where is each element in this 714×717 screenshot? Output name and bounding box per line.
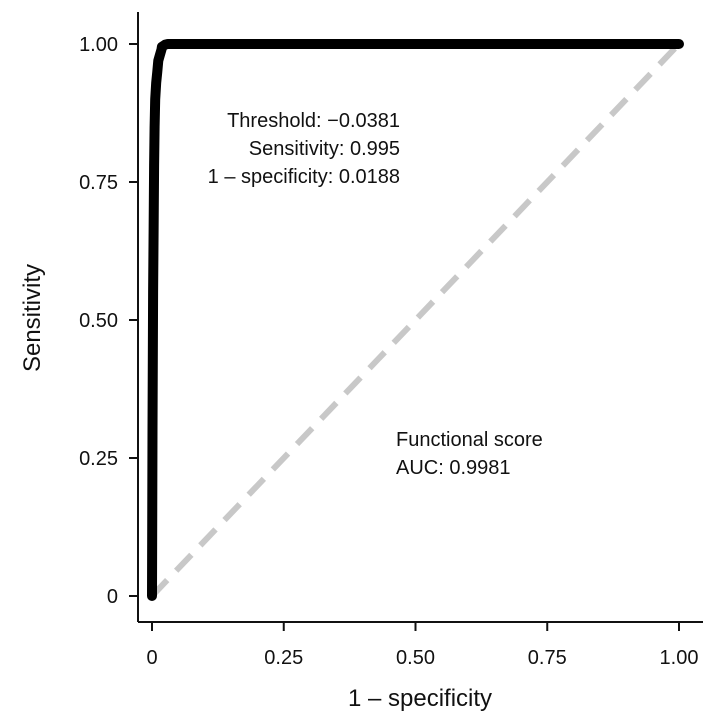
- annotation-one-minus-specificity: 1 – specificity: 0.0188: [208, 166, 400, 188]
- annotation-threshold: Threshold: −0.0381: [227, 110, 400, 132]
- y-tick-label: 1.00: [79, 34, 118, 56]
- chance-diagonal-line: [149, 41, 682, 599]
- x-tick-label: 0.25: [264, 647, 303, 669]
- y-tick-label: 0.75: [79, 172, 118, 194]
- x-axis-title: 1 – specificity: [348, 685, 492, 712]
- x-tick-label: 1.00: [660, 647, 699, 669]
- x-tick-label: 0: [146, 647, 157, 669]
- x-tick-label: 0.50: [396, 647, 435, 669]
- x-tick-label: 0.75: [528, 647, 567, 669]
- y-tick-label: 0.25: [79, 448, 118, 470]
- annotation-auc: AUC: 0.9981: [396, 457, 511, 479]
- y-ticks: 0 0.25 0.50 0.75 1.00: [79, 34, 138, 608]
- y-axis-title: Sensitivity: [19, 264, 46, 372]
- annotation-score-name: Functional score: [396, 429, 543, 451]
- roc-curve-line: [147, 39, 684, 601]
- annotation-sensitivity: Sensitivity: 0.995: [249, 138, 400, 160]
- y-tick-label: 0: [107, 586, 118, 608]
- y-tick-label: 0.50: [79, 310, 118, 332]
- x-ticks: 0 0.25 0.50 0.75 1.00: [146, 622, 698, 669]
- axes: [137, 12, 703, 623]
